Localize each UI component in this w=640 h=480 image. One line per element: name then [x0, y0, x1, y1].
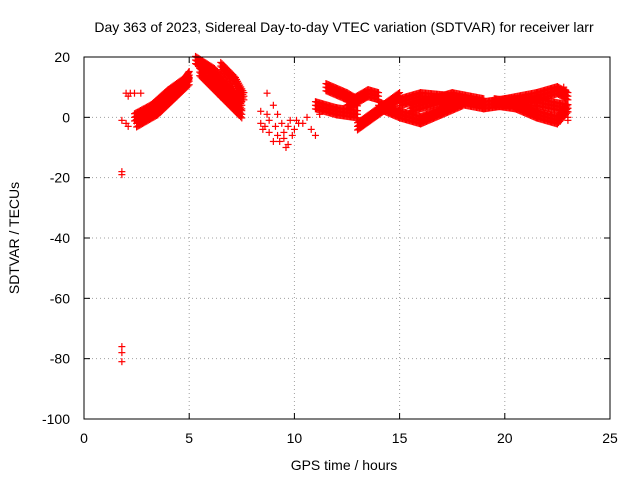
- data-point: [257, 119, 265, 127]
- data-point: [269, 137, 277, 145]
- data-point: [564, 96, 572, 104]
- data-point: [282, 144, 290, 151]
- data-point: [236, 99, 244, 107]
- data-point: [184, 82, 192, 90]
- data-point: [293, 116, 301, 124]
- data-point: [280, 128, 288, 136]
- data-point: [480, 95, 488, 103]
- data-point: [271, 122, 279, 130]
- data-point: [280, 134, 288, 142]
- data-point: [286, 116, 294, 124]
- y-tick-label: -60: [50, 290, 70, 306]
- x-tick-label: 25: [602, 430, 618, 446]
- x-axis-label: GPS time / hours: [291, 457, 398, 473]
- data-point: [311, 131, 319, 139]
- data-point: [265, 128, 273, 136]
- data-point: [299, 119, 307, 127]
- x-tick-label: 10: [287, 430, 303, 446]
- data-point: [118, 349, 126, 357]
- x-tick-label: 0: [80, 430, 88, 446]
- y-tick-label: -100: [42, 411, 70, 427]
- data-point: [396, 89, 404, 97]
- axis-ticks: 0 5 10 15 20 25 -100 -80 -60 -40 -20 0 20: [42, 49, 618, 446]
- data-point: [118, 116, 126, 124]
- x-tick-label: 15: [392, 430, 408, 446]
- data-point: [265, 116, 273, 124]
- data-point: [240, 89, 248, 97]
- data-point: [284, 122, 292, 130]
- data-point: [185, 81, 193, 89]
- data-point: [562, 86, 570, 94]
- data-point: [354, 107, 362, 115]
- data-point: [235, 91, 243, 99]
- data-point: [303, 113, 311, 121]
- data-point: [261, 122, 269, 130]
- data-point: [288, 131, 296, 139]
- y-tick-label: 0: [62, 109, 70, 125]
- y-tick-label: -80: [50, 351, 70, 367]
- data-point: [276, 137, 284, 145]
- x-tick-label: 5: [185, 430, 193, 446]
- y-tick-label: 20: [54, 49, 70, 65]
- data-point: [237, 106, 245, 114]
- data-point: [316, 110, 324, 118]
- y-axis-label: SDTVAR / TECUs: [6, 182, 22, 294]
- data-point: [290, 125, 298, 133]
- data-point: [118, 343, 126, 351]
- data-point: [563, 95, 571, 103]
- data-point: [257, 107, 265, 115]
- chart-title: Day 363 of 2023, Sidereal Day-to-day VTE…: [94, 19, 594, 35]
- data-point: [118, 358, 126, 366]
- data-point: [137, 89, 145, 97]
- data-point: [124, 122, 132, 130]
- data-point: [185, 74, 193, 82]
- data-point: [307, 125, 315, 133]
- data-point: [240, 96, 248, 104]
- data-point: [238, 114, 246, 122]
- data-point: [263, 110, 271, 118]
- data-point: [130, 89, 138, 97]
- data-point: [375, 96, 383, 104]
- data-point: [274, 131, 282, 139]
- data-point: [274, 110, 282, 118]
- data-point: [375, 89, 383, 97]
- data-point: [563, 109, 571, 117]
- x-tick-label: 20: [497, 430, 513, 446]
- data-point: [263, 89, 271, 97]
- data-point: [278, 119, 286, 127]
- y-tick-label: -20: [50, 170, 70, 186]
- data-point: [480, 102, 488, 110]
- y-tick-label: -40: [50, 230, 70, 246]
- data-points: [118, 52, 572, 366]
- data-point: [236, 92, 244, 100]
- data-point: [269, 101, 277, 109]
- data-point: [564, 116, 572, 124]
- data-point: [238, 107, 246, 115]
- data-point: [118, 171, 126, 179]
- data-point: [185, 67, 193, 75]
